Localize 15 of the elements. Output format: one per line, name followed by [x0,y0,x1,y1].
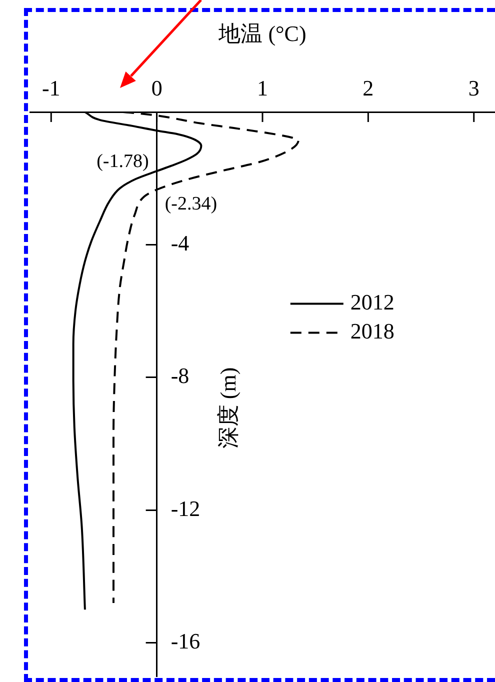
y-tick-label: -12 [170,496,200,521]
x-axis-title: 地温 (°C) [218,20,306,46]
x-tick-label: 1 [257,76,268,101]
y-tick-label: -8 [170,363,190,388]
x-tick-label: 2 [362,76,374,101]
y-tick-label: -4 [170,230,190,256]
annotation: (-1.78) [96,151,149,172]
legend-label: 2018 [350,318,394,344]
x-tick-label: 0 [151,76,162,101]
legend-label: 2012 [350,290,394,315]
annotation: (-2.34) [164,194,218,215]
x-tick-label: 3 [468,76,480,101]
y-axis-title: 深度 (m) [216,367,241,449]
x-tick-label: -1 [42,76,60,101]
y-tick-label: -16 [170,628,200,654]
